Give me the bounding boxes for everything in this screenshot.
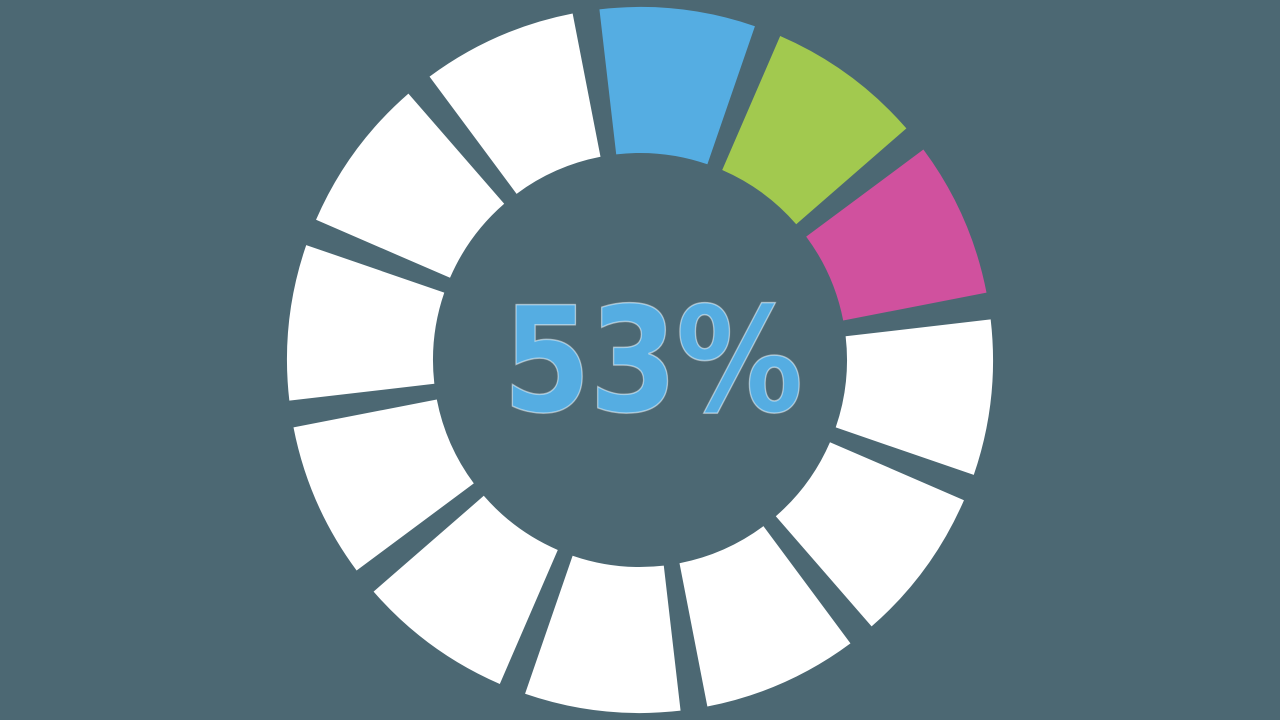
percentage-label: 53% [502, 276, 804, 446]
donut-segment-1 [599, 6, 755, 165]
donut-segment-5 [775, 442, 964, 627]
donut-segment-11 [316, 93, 505, 278]
donut-segment-12 [429, 13, 601, 194]
donut-segment-2 [722, 36, 907, 225]
donut-segment-3 [806, 149, 987, 321]
donut-segment-8 [373, 495, 558, 684]
donut-segment-7 [525, 555, 681, 714]
donut-segment-6 [679, 526, 851, 707]
donut-segment-9 [293, 399, 474, 571]
donut-segment-10 [286, 245, 445, 401]
donut-segment-4 [835, 319, 994, 475]
